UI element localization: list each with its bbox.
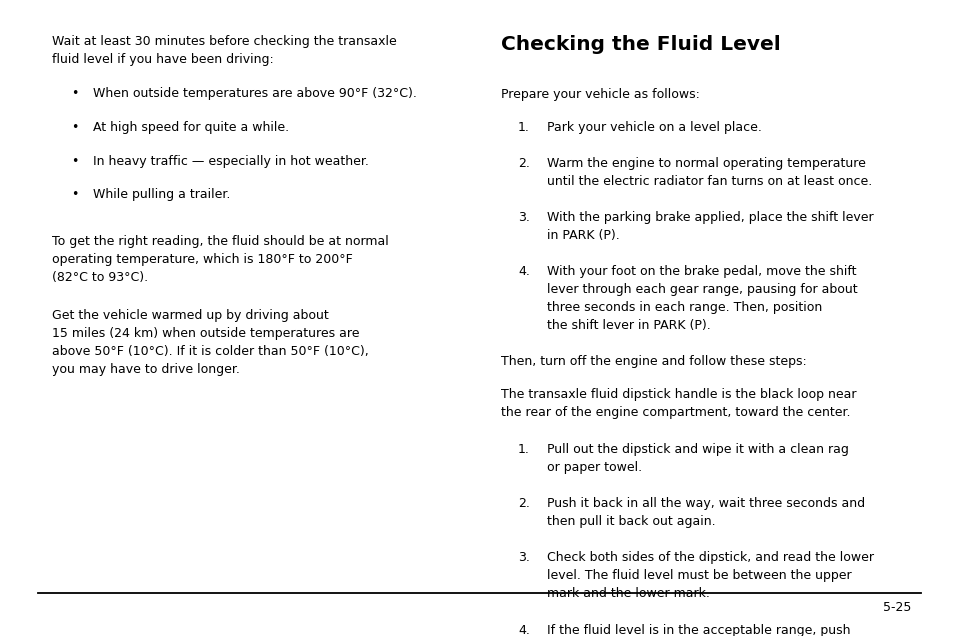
Text: 2.: 2. (517, 497, 529, 510)
Text: 1.: 1. (517, 443, 529, 456)
Text: 4.: 4. (517, 625, 529, 636)
Text: Get the vehicle warmed up by driving about
15 miles (24 km) when outside tempera: Get the vehicle warmed up by driving abo… (52, 309, 369, 376)
Text: The transaxle fluid dipstick handle is the black loop near
the rear of the engin: The transaxle fluid dipstick handle is t… (500, 389, 856, 419)
Text: 5-25: 5-25 (882, 601, 910, 614)
Text: •: • (71, 155, 79, 168)
Text: With the parking brake applied, place the shift lever
in PARK (P).: With the parking brake applied, place th… (546, 211, 872, 242)
Text: •: • (71, 121, 79, 134)
Text: At high speed for quite a while.: At high speed for quite a while. (92, 121, 289, 134)
Text: 4.: 4. (517, 265, 529, 278)
Text: To get the right reading, the fluid should be at normal
operating temperature, w: To get the right reading, the fluid shou… (52, 235, 389, 284)
Text: When outside temperatures are above 90°F (32°C).: When outside temperatures are above 90°F… (92, 87, 416, 100)
Text: 3.: 3. (517, 211, 529, 224)
Text: Pull out the dipstick and wipe it with a clean rag
or paper towel.: Pull out the dipstick and wipe it with a… (546, 443, 847, 474)
Text: Wait at least 30 minutes before checking the transaxle
fluid level if you have b: Wait at least 30 minutes before checking… (52, 35, 396, 66)
Text: With your foot on the brake pedal, move the shift
lever through each gear range,: With your foot on the brake pedal, move … (546, 265, 857, 332)
Text: Check both sides of the dipstick, and read the lower
level. The fluid level must: Check both sides of the dipstick, and re… (546, 551, 873, 600)
Text: Warm the engine to normal operating temperature
until the electric radiator fan : Warm the engine to normal operating temp… (546, 156, 871, 188)
Text: While pulling a trailer.: While pulling a trailer. (92, 188, 230, 202)
Text: Checking the Fluid Level: Checking the Fluid Level (500, 35, 780, 54)
Text: Then, turn off the engine and follow these steps:: Then, turn off the engine and follow the… (500, 355, 805, 368)
Text: Push it back in all the way, wait three seconds and
then pull it back out again.: Push it back in all the way, wait three … (546, 497, 863, 529)
Text: Park your vehicle on a level place.: Park your vehicle on a level place. (546, 121, 760, 134)
Text: 3.: 3. (517, 551, 529, 564)
Text: Prepare your vehicle as follows:: Prepare your vehicle as follows: (500, 88, 699, 101)
Text: 1.: 1. (517, 121, 529, 134)
Text: •: • (71, 188, 79, 202)
Text: If the fluid level is in the acceptable range, push
the dipstick back in all the: If the fluid level is in the acceptable … (546, 625, 849, 636)
Text: •: • (71, 87, 79, 100)
Text: 2.: 2. (517, 156, 529, 170)
Text: In heavy traffic — especially in hot weather.: In heavy traffic — especially in hot wea… (92, 155, 368, 168)
